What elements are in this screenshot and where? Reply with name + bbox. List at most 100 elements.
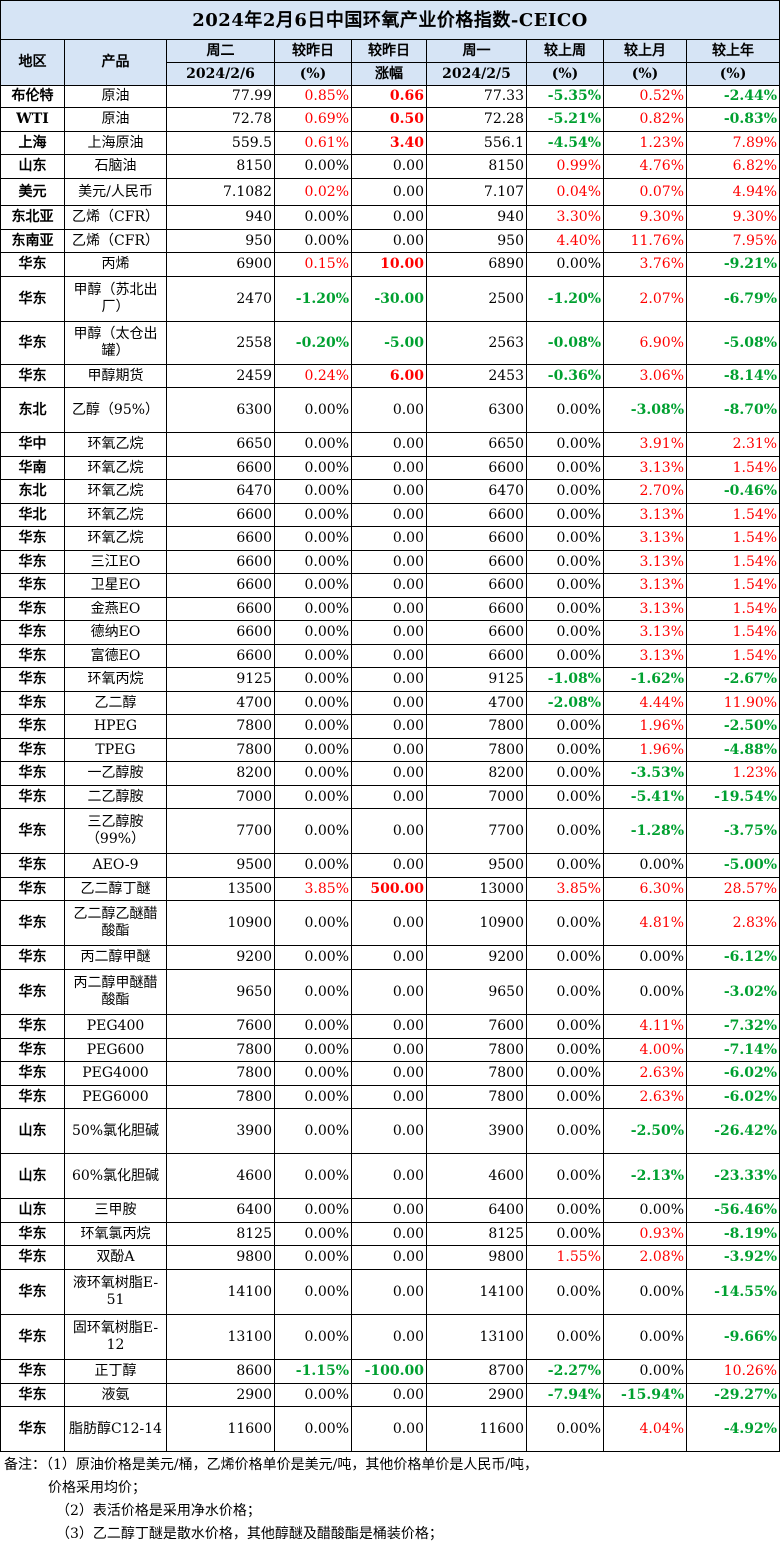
cell-pct-day: -1.15% bbox=[274, 1359, 352, 1384]
cell-pct-year: -0.83% bbox=[685, 107, 780, 132]
cell-pct-year: -23.33% bbox=[685, 1153, 780, 1199]
table-row: 山东 三甲胺 6400 0.00% 0.00 6400 0.00% 0.00% -56.46% bbox=[0, 1198, 780, 1223]
table-row: 华北 环氧乙烷 6600 0.00% 0.00 6600 0.00% 3.13% 1.54% bbox=[0, 503, 780, 527]
cell-pct-week: -2.27% bbox=[526, 1359, 604, 1384]
cell-pct-year: 1.54% bbox=[685, 597, 780, 621]
cell-prev-price: 6600 bbox=[426, 456, 527, 480]
cell-pct-day: 0.00% bbox=[274, 969, 352, 1015]
cell-product: 石脑油 bbox=[64, 154, 167, 179]
table-row: 华东 甲醇（苏北出厂） 2470 -1.20% -30.00 2500 -1.20% 2.07… bbox=[0, 276, 780, 322]
cell-pct-week: -0.08% bbox=[526, 321, 604, 365]
cell-pct-month: -5.41% bbox=[603, 785, 687, 809]
cell-pct-month: 6.90% bbox=[603, 321, 687, 365]
cell-pct-week: 0.00% bbox=[526, 573, 604, 598]
cell-pct-year: 1.54% bbox=[685, 456, 780, 480]
cell-pct-week: 1.55% bbox=[526, 1245, 604, 1270]
cell-pct-year: -4.92% bbox=[685, 1406, 780, 1452]
cell-today-price: 9200 bbox=[166, 945, 275, 970]
cell-chg-day: -30.00 bbox=[351, 276, 427, 322]
table-row: 华东 甲醇（太仓出罐） 2558 -0.20% -5.00 2563 -0.08% 6.90%… bbox=[0, 321, 780, 365]
cell-pct-month: 11.76% bbox=[603, 229, 687, 253]
table-row: 华东 丙二醇甲醚 9200 0.00% 0.00 9200 0.00% 0.00% -6.12% bbox=[0, 945, 780, 970]
cell-pct-month: -2.50% bbox=[603, 1108, 687, 1154]
cell-prev-price: 6600 bbox=[426, 573, 527, 598]
cell-region: 华东 bbox=[0, 321, 65, 365]
cell-chg-day: 0.00 bbox=[351, 644, 427, 668]
table-row: 华东 乙二醇乙醚醋酸酯 10900 0.00% 0.00 10900 0.00% 4.81% 2… bbox=[0, 900, 780, 946]
cell-pct-month: 0.93% bbox=[603, 1222, 687, 1246]
cell-today-price: 6900 bbox=[166, 252, 275, 277]
cell-pct-year: 1.23% bbox=[685, 761, 780, 786]
cell-region: 华东 bbox=[0, 1314, 65, 1360]
cell-today-price: 4600 bbox=[166, 1153, 275, 1199]
cell-region: 华东 bbox=[0, 620, 65, 645]
header-prev-date: 2024/2/5 bbox=[426, 62, 527, 86]
cell-region: 华东 bbox=[0, 1359, 65, 1384]
cell-pct-week: 0.00% bbox=[526, 1085, 604, 1109]
cell-pct-week: 0.00% bbox=[526, 945, 604, 970]
cell-product: 上海原油 bbox=[64, 131, 167, 155]
cell-pct-year: 2.31% bbox=[685, 432, 780, 457]
cell-pct-month: 2.63% bbox=[603, 1061, 687, 1086]
cell-product: 乙二醇 bbox=[64, 691, 167, 715]
cell-chg-day: 0.00 bbox=[351, 785, 427, 809]
cell-product: HPEG bbox=[64, 714, 167, 739]
cell-today-price: 14100 bbox=[166, 1269, 275, 1315]
cell-product: 美元/人民币 bbox=[64, 178, 167, 206]
cell-region: 华东 bbox=[0, 738, 65, 762]
table-row: 东北 环氧乙烷 6470 0.00% 0.00 6470 0.00% 2.70% -0.46% bbox=[0, 479, 780, 504]
cell-region: 华东 bbox=[0, 691, 65, 715]
cell-product: 三乙醇胺（99%） bbox=[64, 808, 167, 854]
table-row: 华东 富德EO 6600 0.00% 0.00 6600 0.00% 3.13% 1.54% bbox=[0, 644, 780, 668]
cell-region: 华东 bbox=[0, 276, 65, 322]
cell-chg-day: 0.00 bbox=[351, 573, 427, 598]
cell-prev-price: 2900 bbox=[426, 1383, 527, 1407]
cell-today-price: 7600 bbox=[166, 1014, 275, 1039]
cell-pct-year: -9.66% bbox=[685, 1314, 780, 1360]
cell-pct-month: 4.11% bbox=[603, 1014, 687, 1039]
cell-prev-price: 6600 bbox=[426, 550, 527, 574]
cell-region: 华东 bbox=[0, 877, 65, 901]
table-row: 华东 环氧氯丙烷 8125 0.00% 0.00 8125 0.00% 0.93% -8.19% bbox=[0, 1222, 780, 1246]
cell-prev-price: 10900 bbox=[426, 900, 527, 946]
cell-prev-price: 4600 bbox=[426, 1153, 527, 1199]
cell-pct-week: 0.00% bbox=[526, 1061, 604, 1086]
cell-pct-month: 4.81% bbox=[603, 900, 687, 946]
cell-prev-price: 7600 bbox=[426, 1014, 527, 1039]
cell-product: 正丁醇 bbox=[64, 1359, 167, 1384]
cell-chg-day: 500.00 bbox=[351, 877, 427, 901]
cell-product: 甲醇（苏北出厂） bbox=[64, 276, 167, 322]
cell-pct-day: 0.00% bbox=[274, 1153, 352, 1199]
cell-prev-price: 9125 bbox=[426, 667, 527, 692]
cell-product: 原油 bbox=[64, 107, 167, 132]
cell-pct-month: 0.00% bbox=[603, 853, 687, 878]
cell-region: 华东 bbox=[0, 900, 65, 946]
header-chg-day: 较昨日 bbox=[351, 39, 427, 63]
cell-chg-day: 0.00 bbox=[351, 714, 427, 739]
cell-region: 华东 bbox=[0, 785, 65, 809]
cell-pct-year: 9.30% bbox=[685, 205, 780, 230]
cell-product: 乙烯（CFR） bbox=[64, 205, 167, 230]
cell-chg-day: 0.00 bbox=[351, 620, 427, 645]
cell-today-price: 950 bbox=[166, 229, 275, 253]
cell-product: 丙二醇甲醚醋酸酯 bbox=[64, 969, 167, 1015]
cell-pct-day: 0.00% bbox=[274, 205, 352, 230]
cell-product: 德纳EO bbox=[64, 620, 167, 645]
header-chg-day-sub: 涨幅 bbox=[351, 62, 427, 86]
cell-pct-month: -2.13% bbox=[603, 1153, 687, 1199]
cell-region: 华东 bbox=[0, 252, 65, 277]
cell-pct-day: 0.00% bbox=[274, 620, 352, 645]
cell-pct-week: 0.00% bbox=[526, 456, 604, 480]
table-row: 华中 环氧乙烷 6650 0.00% 0.00 6650 0.00% 3.91% 2.31% bbox=[0, 432, 780, 457]
cell-region: 华东 bbox=[0, 969, 65, 1015]
cell-today-price: 2459 bbox=[166, 364, 275, 388]
cell-pct-year: -6.79% bbox=[685, 276, 780, 322]
cell-pct-day: 0.00% bbox=[274, 644, 352, 668]
cell-prev-price: 8200 bbox=[426, 761, 527, 786]
table-row: 山东 50%氯化胆碱 3900 0.00% 0.00 3900 0.00% -2.50% -26… bbox=[0, 1108, 780, 1154]
cell-chg-day: 0.00 bbox=[351, 1014, 427, 1039]
cell-pct-year: -8.70% bbox=[685, 387, 780, 433]
table-row: 华东 甲醇期货 2459 0.24% 6.00 2453 -0.36% 3.06% -8.14% bbox=[0, 364, 780, 388]
cell-prev-price: 13000 bbox=[426, 877, 527, 901]
cell-pct-day: 0.24% bbox=[274, 364, 352, 388]
